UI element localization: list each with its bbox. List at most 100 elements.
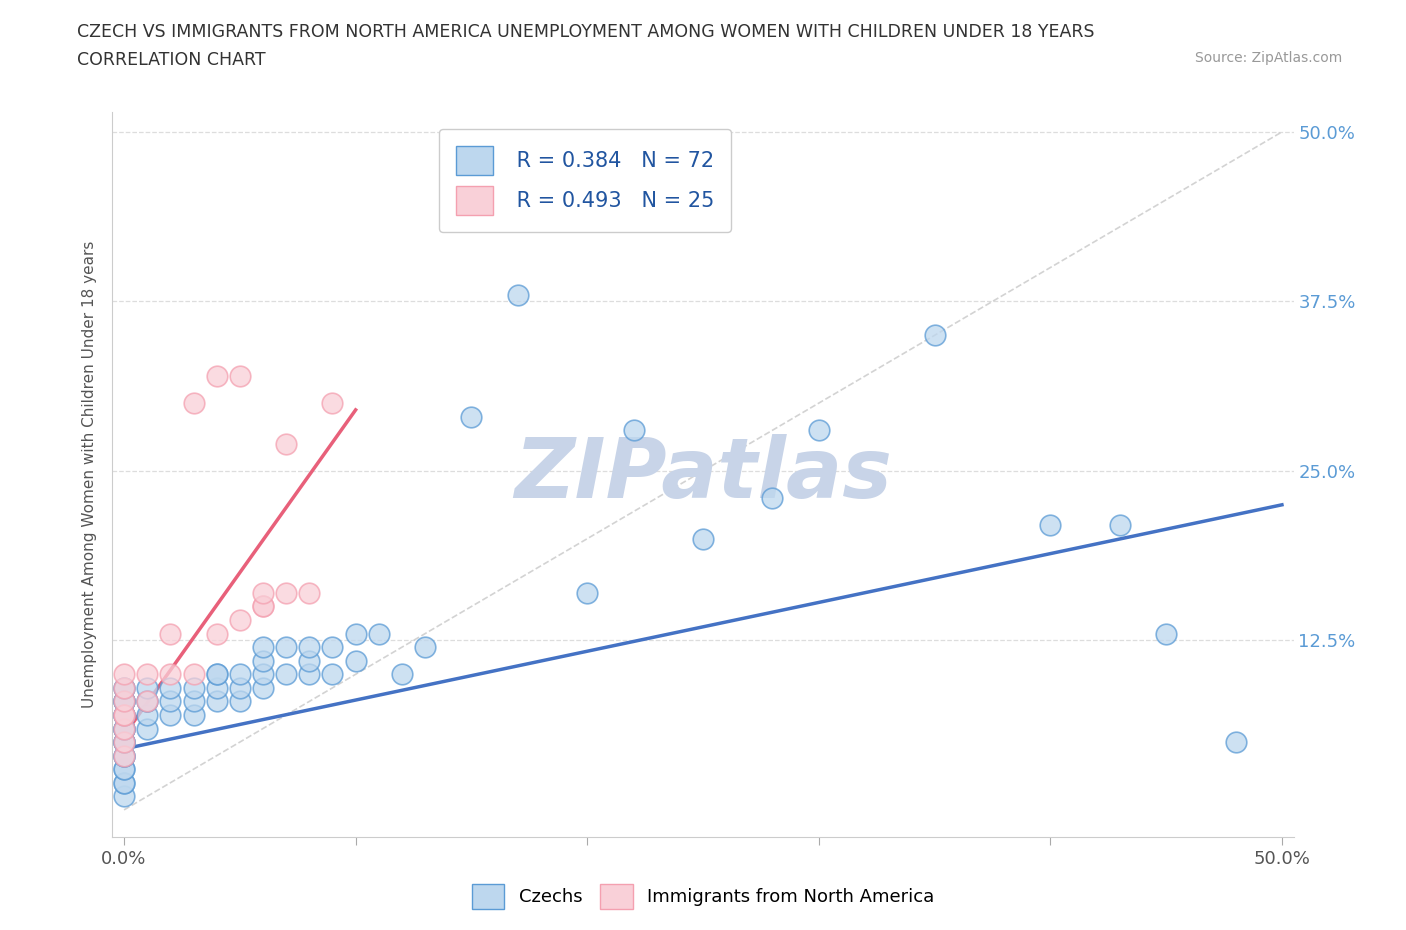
Point — [136, 667, 159, 682]
Point — [136, 721, 159, 736]
Point — [112, 708, 135, 723]
Point — [1225, 735, 1247, 750]
Point — [183, 667, 205, 682]
Point — [112, 694, 135, 709]
Point — [112, 721, 135, 736]
Point — [321, 640, 343, 655]
Point — [159, 694, 181, 709]
Point — [112, 721, 135, 736]
Point — [460, 409, 482, 424]
Point — [413, 640, 436, 655]
Point — [112, 762, 135, 777]
Point — [112, 776, 135, 790]
Point — [112, 749, 135, 764]
Text: ZIPatlas: ZIPatlas — [515, 433, 891, 515]
Point — [1039, 518, 1062, 533]
Point — [112, 762, 135, 777]
Text: CZECH VS IMMIGRANTS FROM NORTH AMERICA UNEMPLOYMENT AMONG WOMEN WITH CHILDREN UN: CZECH VS IMMIGRANTS FROM NORTH AMERICA U… — [77, 23, 1095, 41]
Point — [112, 681, 135, 696]
Point — [112, 749, 135, 764]
Point — [252, 640, 274, 655]
Point — [276, 667, 298, 682]
Point — [761, 491, 783, 506]
Point — [112, 735, 135, 750]
Point — [112, 681, 135, 696]
Point — [276, 586, 298, 601]
Point — [367, 626, 389, 641]
Point — [183, 694, 205, 709]
Point — [252, 653, 274, 668]
Point — [229, 368, 252, 383]
Point — [229, 613, 252, 628]
Point — [112, 681, 135, 696]
Point — [112, 708, 135, 723]
Text: CORRELATION CHART: CORRELATION CHART — [77, 51, 266, 69]
Point — [112, 667, 135, 682]
Point — [576, 586, 599, 601]
Point — [298, 667, 321, 682]
Point — [205, 667, 228, 682]
Point — [205, 667, 228, 682]
Point — [344, 653, 367, 668]
Point — [112, 708, 135, 723]
Point — [112, 735, 135, 750]
Point — [252, 586, 274, 601]
Point — [276, 436, 298, 451]
Point — [1154, 626, 1177, 641]
Point — [252, 599, 274, 614]
Point — [205, 368, 228, 383]
Point — [321, 395, 343, 410]
Point — [136, 694, 159, 709]
Point — [229, 667, 252, 682]
Point — [136, 694, 159, 709]
Point — [112, 776, 135, 790]
Point — [623, 423, 645, 438]
Point — [252, 599, 274, 614]
Point — [159, 667, 181, 682]
Point — [807, 423, 830, 438]
Point — [229, 681, 252, 696]
Point — [506, 287, 529, 302]
Point — [112, 694, 135, 709]
Point — [159, 626, 181, 641]
Point — [276, 640, 298, 655]
Point — [112, 735, 135, 750]
Point — [112, 735, 135, 750]
Point — [229, 694, 252, 709]
Point — [112, 694, 135, 709]
Point — [205, 626, 228, 641]
Point — [205, 694, 228, 709]
Point — [344, 626, 367, 641]
Point — [391, 667, 413, 682]
Point — [136, 708, 159, 723]
Point — [112, 749, 135, 764]
Point — [112, 721, 135, 736]
Point — [298, 586, 321, 601]
Point — [112, 694, 135, 709]
Point — [112, 721, 135, 736]
Y-axis label: Unemployment Among Women with Children Under 18 years: Unemployment Among Women with Children U… — [82, 241, 97, 708]
Point — [298, 640, 321, 655]
Point — [692, 531, 714, 546]
Point — [252, 681, 274, 696]
Point — [298, 653, 321, 668]
Point — [159, 681, 181, 696]
Point — [112, 735, 135, 750]
Point — [183, 395, 205, 410]
Point — [321, 667, 343, 682]
Point — [252, 667, 274, 682]
Legend: Czechs, Immigrants from North America: Czechs, Immigrants from North America — [464, 876, 942, 916]
Point — [205, 681, 228, 696]
Point — [183, 708, 205, 723]
Point — [1108, 518, 1130, 533]
Point — [112, 749, 135, 764]
Point — [924, 328, 946, 343]
Point — [112, 789, 135, 804]
Point — [112, 694, 135, 709]
Point — [112, 708, 135, 723]
Point — [112, 708, 135, 723]
Legend:  R = 0.384   N = 72,  R = 0.493   N = 25: R = 0.384 N = 72, R = 0.493 N = 25 — [439, 129, 731, 232]
Point — [112, 721, 135, 736]
Point — [159, 708, 181, 723]
Point — [136, 681, 159, 696]
